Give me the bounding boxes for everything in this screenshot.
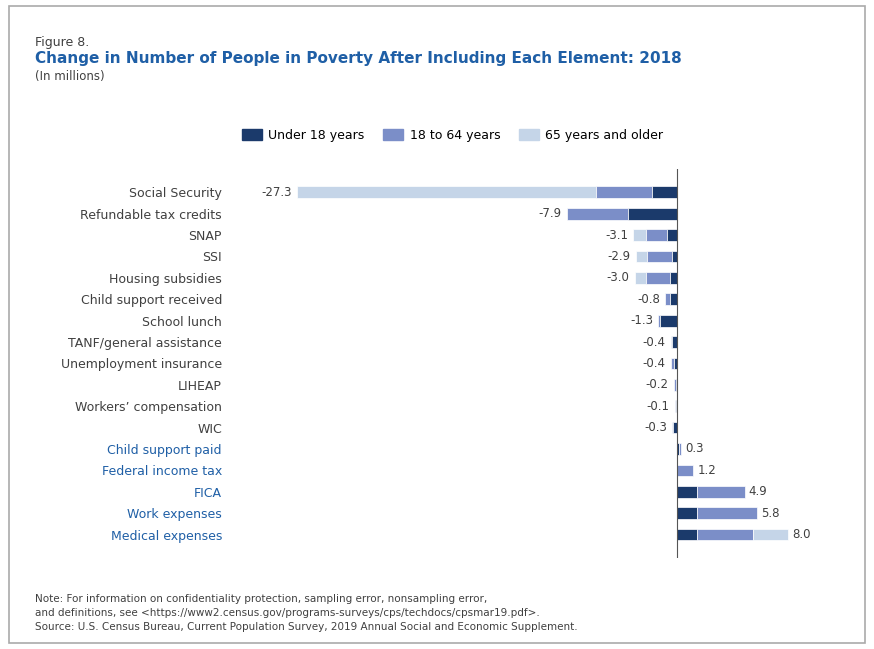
Text: -0.8: -0.8	[637, 293, 660, 306]
Text: -2.9: -2.9	[607, 250, 631, 263]
Bar	[678, 443, 681, 455]
Bar	[648, 251, 672, 262]
Text: -3.1: -3.1	[605, 228, 628, 241]
Bar	[753, 529, 787, 541]
Bar	[697, 508, 757, 519]
Text: 4.9: 4.9	[749, 485, 767, 498]
Text: -0.4: -0.4	[642, 357, 665, 370]
Text: 5.8: 5.8	[761, 507, 780, 520]
Bar	[672, 336, 676, 348]
Bar	[669, 293, 676, 305]
Bar	[676, 486, 697, 498]
Bar	[697, 529, 753, 541]
Bar	[628, 208, 676, 219]
Bar	[634, 229, 646, 241]
Text: 8.0: 8.0	[792, 528, 810, 541]
Bar	[646, 229, 667, 241]
Text: -0.4: -0.4	[642, 336, 665, 349]
Bar	[596, 186, 651, 198]
Bar	[566, 208, 628, 219]
Bar	[674, 358, 676, 369]
Text: -0.2: -0.2	[645, 378, 669, 391]
Legend: Under 18 years, 18 to 64 years, 65 years and older: Under 18 years, 18 to 64 years, 65 years…	[237, 124, 669, 147]
Bar	[646, 272, 669, 284]
Bar	[676, 508, 697, 519]
Bar	[651, 186, 676, 198]
Text: (In millions): (In millions)	[35, 70, 105, 83]
Bar	[697, 486, 745, 498]
Bar	[660, 315, 676, 326]
Text: Figure 8.: Figure 8.	[35, 36, 89, 49]
Bar	[636, 251, 648, 262]
Bar	[676, 443, 678, 455]
Bar	[635, 272, 646, 284]
Text: 0.3: 0.3	[685, 443, 704, 456]
Bar	[665, 293, 669, 305]
Bar	[658, 315, 660, 326]
Text: -27.3: -27.3	[261, 186, 291, 199]
Bar	[297, 186, 596, 198]
Bar	[671, 358, 674, 369]
Bar	[677, 465, 693, 476]
Bar	[669, 272, 676, 284]
Text: -0.1: -0.1	[647, 400, 669, 413]
Text: -3.0: -3.0	[607, 271, 629, 284]
Bar	[673, 422, 676, 434]
Text: Note: For information on confidentiality protection, sampling error, nonsampling: Note: For information on confidentiality…	[35, 594, 578, 632]
Bar	[676, 529, 697, 541]
Text: 1.2: 1.2	[697, 464, 716, 477]
Bar	[675, 379, 676, 391]
Bar	[667, 229, 676, 241]
Text: -7.9: -7.9	[538, 207, 561, 220]
Text: -0.3: -0.3	[644, 421, 667, 434]
Text: -1.3: -1.3	[630, 314, 653, 327]
Text: Change in Number of People in Poverty After Including Each Element: 2018: Change in Number of People in Poverty Af…	[35, 51, 682, 66]
Bar	[672, 251, 676, 262]
